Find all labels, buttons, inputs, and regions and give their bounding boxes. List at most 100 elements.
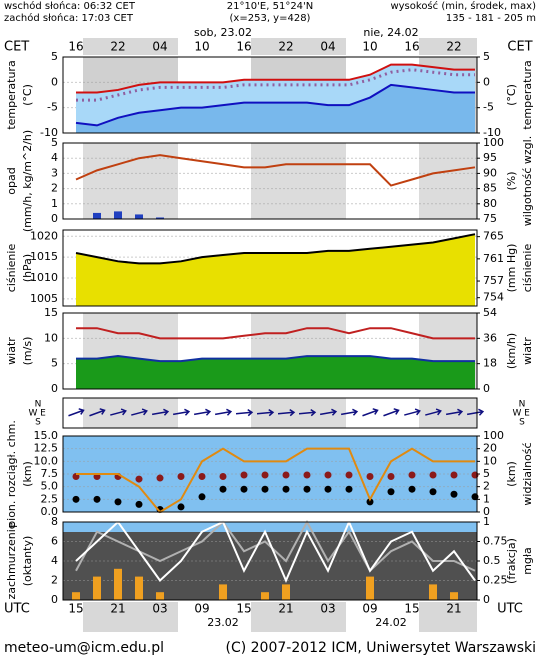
bar [114, 568, 122, 600]
y-axis-label: (oktanty) [21, 536, 34, 587]
dot [345, 471, 353, 479]
y-axis-label: wiatr [5, 337, 18, 365]
x-tick-label: 03 [152, 602, 167, 616]
y2-tick-label: 0.5 [483, 554, 501, 567]
y-tick-label: 15.0 [34, 429, 59, 442]
dot [219, 473, 227, 481]
y2-axis-label: wiatr [521, 337, 534, 365]
bar [114, 211, 122, 219]
x-tick-label: 09 [362, 602, 377, 616]
wind-arrow [110, 408, 127, 416]
y-tick-label: 5 [51, 136, 58, 149]
line [76, 447, 475, 514]
y-axis-label: (km) [21, 461, 34, 487]
day-label: sob, 23.02 [194, 26, 252, 39]
y2-tick-label: 0 [483, 505, 490, 518]
y2-tick-label: 757 [483, 274, 504, 287]
bar [450, 592, 458, 600]
y2-axis-label: (frakcja) [505, 538, 518, 584]
y2-tick-label: 20 [483, 442, 497, 455]
night-band [83, 143, 178, 219]
dot [240, 471, 248, 479]
y2-tick-label: 765 [483, 230, 504, 243]
x-tick-label: 09 [194, 602, 209, 616]
wind-arrow [235, 409, 254, 417]
x-tick-label: 04 [320, 40, 335, 54]
y-tick-label: 12.5 [34, 442, 59, 455]
panel-frame [62, 56, 478, 134]
x-tick-label: 21 [278, 602, 293, 616]
night-band [83, 38, 178, 55]
line [76, 355, 475, 363]
dot [303, 471, 311, 479]
y-tick-label: 4 [51, 151, 58, 164]
y-axis-label: opad [5, 167, 18, 194]
y-tick-label: 6 [51, 535, 58, 548]
y2-tick-label: 90 [483, 166, 497, 179]
wind-arrow [172, 408, 191, 416]
y-tick-label: 1005 [30, 292, 58, 305]
bar [135, 576, 143, 600]
dot [93, 495, 101, 503]
bar [366, 576, 374, 600]
y2-axis-label: temperatura [521, 60, 534, 129]
y2-axis-label: (mm Hg) [505, 244, 518, 293]
y2-tick-label: 2 [483, 480, 490, 493]
x-tick-label: 15 [236, 602, 251, 616]
utc-zone: UTC [4, 602, 30, 617]
wind-arrow [277, 409, 296, 417]
area [76, 84, 475, 133]
coords: 21°10'E, 51°24'N [227, 1, 314, 12]
y2-axis-label: (km/h) [505, 333, 518, 369]
area [76, 356, 475, 389]
dot [408, 485, 416, 493]
compass-letter: E [40, 409, 46, 419]
dot [429, 488, 437, 496]
x-tick-label: 22 [110, 40, 125, 54]
wind-arrow [319, 408, 338, 416]
y-tick-label: 10.0 [34, 454, 59, 467]
sky-band [63, 522, 477, 532]
email[interactable]: meteo-um@icm.edu.pl [4, 640, 164, 656]
dot [135, 475, 143, 483]
dot [135, 500, 143, 508]
y2-tick-label: 761 [483, 252, 504, 265]
sunrise: wschód słońca: 06:32 CET [4, 0, 136, 12]
line [75, 519, 476, 584]
y2-tick-label: 95 [483, 151, 497, 164]
dot [429, 471, 437, 479]
y-axis-label: zachmurzenie [5, 522, 18, 599]
panel-frame [62, 521, 478, 601]
y-tick-label: 4 [51, 554, 58, 567]
day-label: 23.02 [207, 616, 239, 629]
x-tick-label: 10 [362, 40, 377, 54]
y2-tick-label: 5 [483, 50, 490, 63]
y2-tick-label: 75 [483, 212, 497, 225]
line [75, 83, 475, 127]
y-tick-label: 1 [51, 197, 58, 210]
dot [303, 485, 311, 493]
dot [387, 488, 395, 496]
line [76, 327, 475, 340]
y2-tick-label: -5 [483, 101, 494, 114]
dot [198, 473, 206, 481]
y-axis-label: (mm/h, kg/m^2/h) [21, 130, 34, 232]
y-tick-label: 2 [51, 574, 58, 587]
x-tick-label: 10 [194, 40, 209, 54]
y2-tick-label: 1 [483, 515, 490, 528]
y-tick-label: 0.0 [41, 505, 59, 518]
bar [219, 584, 227, 600]
dot [366, 473, 374, 481]
panel-frame [62, 312, 478, 390]
y-tick-label: 0 [51, 212, 58, 225]
night-band [83, 602, 178, 632]
y-tick-label: 7.5 [41, 467, 59, 480]
y-axis-label: pion. rozciągł. chm. [5, 420, 18, 528]
y2-axis-label: wilgotność wzgl. [521, 136, 534, 226]
line [75, 233, 476, 265]
compass-letter: N [519, 400, 526, 410]
sunset: zachód słońca: 17:03 CET [4, 12, 134, 24]
dot [198, 493, 206, 501]
dot [177, 503, 185, 511]
